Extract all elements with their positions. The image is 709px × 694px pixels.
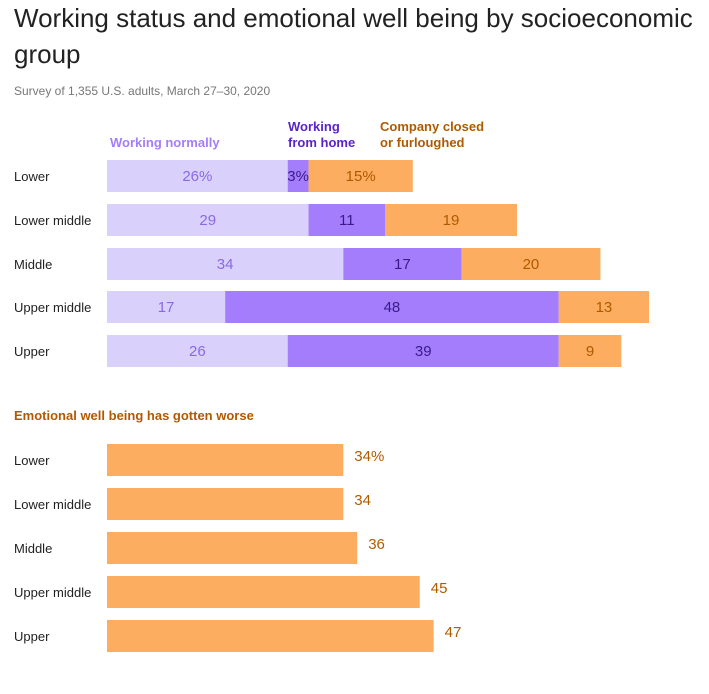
data-label: 34 — [354, 492, 371, 509]
legend-company-closed: Company closed or furloughed — [380, 119, 485, 150]
category-label: Lower middle — [14, 497, 91, 512]
legend-working-from-home: Working from home — [288, 119, 356, 150]
chart-subtitle: Survey of 1,355 U.S. adults, March 27–30… — [14, 84, 271, 98]
bar-working-normally — [107, 335, 288, 367]
bar-working-normally — [107, 291, 226, 323]
data-label: 26% — [182, 168, 212, 185]
bar-working-from-home — [287, 160, 309, 192]
data-label: 39 — [415, 343, 432, 360]
bar-working-from-home — [308, 204, 385, 236]
bar-company-closed — [558, 335, 622, 367]
category-label: Middle — [14, 257, 52, 272]
data-label: 48 — [384, 299, 401, 316]
category-label: Middle — [14, 541, 52, 556]
bar-wellbeing-worse — [107, 576, 420, 608]
bar-company-closed — [308, 160, 413, 192]
bar-wellbeing-worse — [107, 444, 344, 476]
data-label: 36 — [368, 536, 385, 553]
data-label: 34 — [217, 256, 234, 273]
data-label: 13 — [596, 299, 613, 316]
bar-company-closed — [385, 204, 518, 236]
data-label: 45 — [431, 580, 448, 597]
category-label: Lower — [14, 169, 50, 184]
bar-company-closed — [461, 248, 601, 280]
bar-wellbeing-worse — [107, 620, 434, 652]
bar-working-normally — [107, 248, 344, 280]
data-label: 11 — [339, 212, 355, 229]
data-label: 29 — [199, 212, 216, 229]
category-label: Upper — [14, 344, 50, 359]
legend-working-normally: Working normally — [110, 135, 220, 150]
bar-working-normally — [107, 204, 309, 236]
data-label: 9 — [586, 343, 594, 360]
category-label: Upper — [14, 629, 50, 644]
data-label: 20 — [523, 256, 540, 273]
wellbeing-section-label: Emotional well being has gotten worse — [14, 408, 254, 423]
category-label: Lower middle — [14, 213, 91, 228]
category-label: Upper middle — [14, 300, 91, 315]
data-label: 17 — [158, 299, 175, 316]
data-label: 3% — [287, 168, 309, 185]
bar-wellbeing-worse — [107, 488, 344, 520]
category-label: Upper middle — [14, 585, 91, 600]
data-label: 47 — [445, 624, 462, 641]
data-label: 17 — [394, 256, 411, 273]
data-label: 34% — [354, 448, 384, 465]
bar-working-from-home — [343, 248, 462, 280]
bar-working-normally — [107, 160, 288, 192]
bar-working-from-home — [225, 291, 559, 323]
data-label: 15% — [346, 168, 376, 185]
bar-working-from-home — [287, 335, 559, 367]
category-label: Lower — [14, 453, 50, 468]
data-label: 19 — [443, 212, 460, 229]
bar-company-closed — [558, 291, 650, 323]
chart-title: Working status and emotional well being … — [14, 3, 693, 69]
data-label: 26 — [189, 343, 206, 360]
bar-wellbeing-worse — [107, 532, 358, 564]
